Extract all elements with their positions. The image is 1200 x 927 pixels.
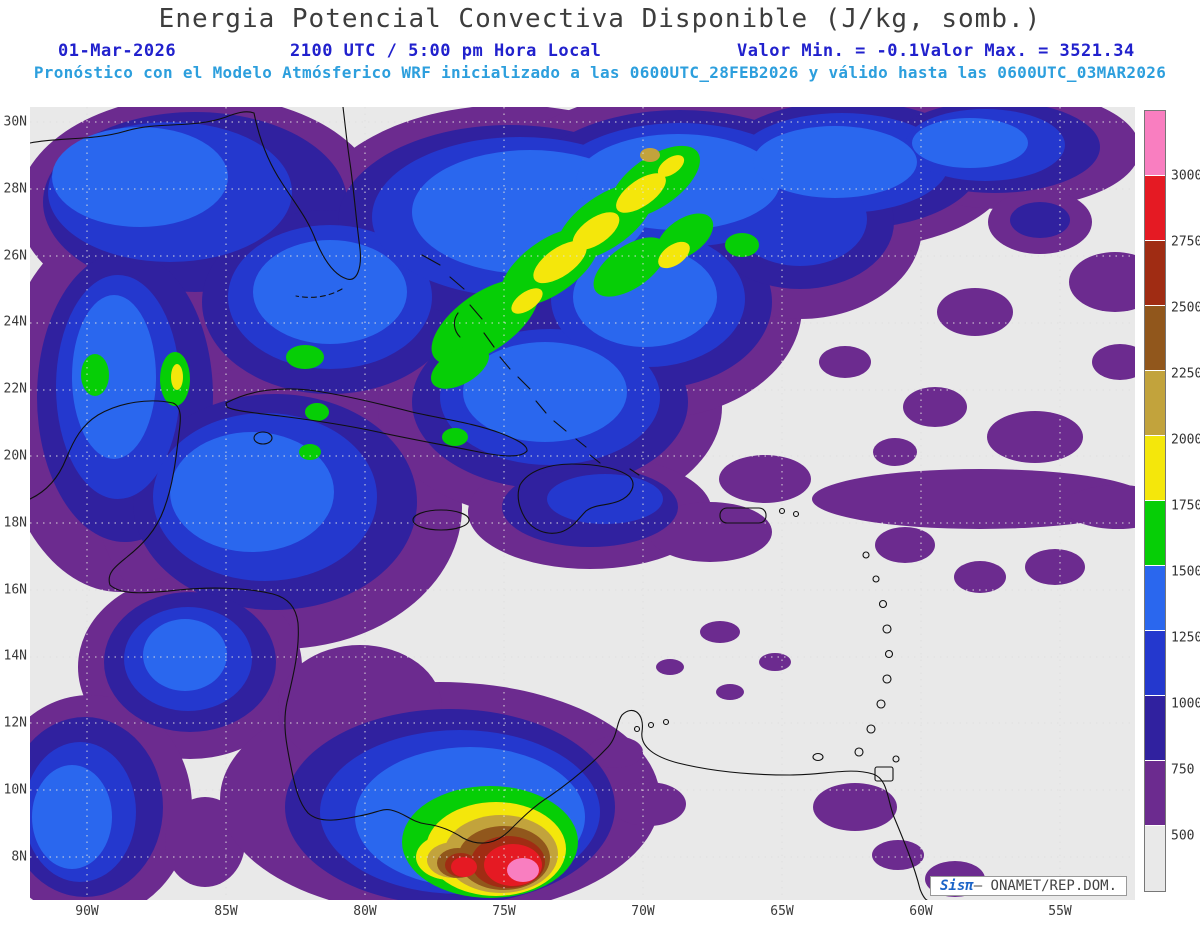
lat-tick-label: 20N (3, 448, 27, 464)
colorbar-segment (1145, 111, 1165, 176)
lat-tick-label: 26N (3, 248, 27, 264)
lat-tick-label: 22N (3, 381, 27, 397)
coast-gulf-florida (30, 107, 361, 280)
colorbar-legend: 3000 2750 2500 2250 2000 1750 1500 1250 1000 750 5… (1144, 110, 1200, 903)
lat-tick-label: 14N (3, 648, 27, 664)
min-value-label: Valor Min. = -0.1 (737, 41, 920, 61)
cape-layer-3000-plus (507, 858, 539, 882)
forecast-note: Pronóstico con el Modelo Atmósferico WRF… (33, 63, 1167, 82)
colorbar-segment (1145, 436, 1165, 501)
attribution-text: — ONAMET/REP.DOM. (973, 878, 1117, 894)
valid-time-label: 2100 UTC / 5:00 pm Hora Local (290, 41, 602, 61)
coast-cuba (225, 388, 528, 457)
coast-florida-keys (295, 288, 343, 298)
colorbar-segment (1145, 306, 1165, 371)
sispi-logo: Sisπ (939, 878, 974, 894)
coast-puerto-rico (719, 507, 767, 524)
lat-tick-label: 28N (3, 181, 27, 197)
colorbar-segment (1145, 696, 1165, 761)
colorbar-tick-label: 750 (1171, 762, 1195, 778)
colorbar-segment (1145, 761, 1165, 826)
colorbar-tick-label: 3000 (1171, 168, 1200, 184)
colorbar-segment (1145, 176, 1165, 241)
coast-isle-of-youth (253, 431, 273, 445)
lat-tick-label: 16N (3, 582, 27, 598)
coast-central-south-america (30, 400, 928, 900)
lat-tick-label: 18N (3, 515, 27, 531)
lat-tick-label: 8N (11, 849, 27, 865)
valid-date-label: 01-Mar-2026 (58, 41, 177, 61)
max-value-label: Valor Max. = 3521.34 (920, 41, 1135, 61)
colorbar-tick-label: 1500 (1171, 564, 1200, 580)
colorbar-tick-label: 2250 (1171, 366, 1200, 382)
colorbar-segment (1145, 631, 1165, 696)
lon-tick-label: 75W (492, 904, 516, 919)
cape-field-map (30, 107, 1135, 900)
attribution-badge: Sisπ— ONAMET/REP.DOM. (929, 876, 1127, 896)
lat-tick-label: 10N (3, 782, 27, 798)
colorbar-tick-label: 2750 (1171, 234, 1200, 250)
coast-hispaniola (517, 463, 634, 534)
coast-jamaica (412, 509, 470, 531)
lat-tick-label: 30N (3, 114, 27, 130)
colorbar-tick-label: 1750 (1171, 498, 1200, 514)
coastlines (30, 107, 928, 900)
colorbar-segment (1145, 826, 1165, 891)
map-area: Sisπ— ONAMET/REP.DOM. (30, 107, 1135, 900)
coast-lesser-antilles (633, 507, 900, 782)
colorbar-tick-label: 2500 (1171, 300, 1200, 316)
cape-layer-1250-1500 (32, 118, 1028, 887)
colorbar-segment (1145, 371, 1165, 436)
lon-tick-label: 55W (1048, 904, 1072, 919)
coast-bahamas (421, 254, 640, 476)
lon-tick-label: 65W (770, 904, 794, 919)
page-title: Energia Potencial Convectiva Disponible … (158, 4, 1042, 34)
graticule (30, 107, 1135, 900)
colorbar-tick-label: 1000 (1171, 696, 1200, 712)
lon-tick-label: 90W (75, 904, 99, 919)
lat-tick-label: 24N (3, 314, 27, 330)
lat-tick-label: 12N (3, 715, 27, 731)
lon-tick-label: 85W (214, 904, 238, 919)
colorbar-tick-label: 2000 (1171, 432, 1200, 448)
lon-tick-label: 80W (353, 904, 377, 919)
colorbar-tick-label: 500 (1171, 828, 1195, 844)
colorbar-segments (1144, 110, 1166, 892)
colorbar-segment (1145, 566, 1165, 631)
lon-tick-label: 70W (631, 904, 655, 919)
lon-tick-label: 60W (909, 904, 933, 919)
colorbar-segment (1145, 241, 1165, 306)
colorbar-segment (1145, 501, 1165, 566)
colorbar-tick-label: 1250 (1171, 630, 1200, 646)
